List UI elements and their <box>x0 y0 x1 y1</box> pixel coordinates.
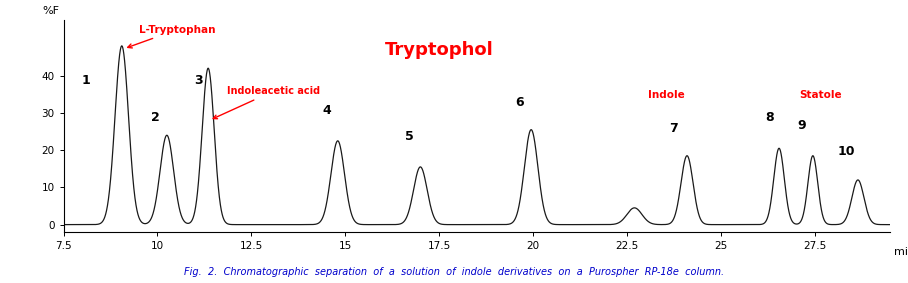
Text: %F: %F <box>43 6 59 16</box>
Text: 10: 10 <box>838 145 855 158</box>
Text: 7: 7 <box>669 122 678 135</box>
Text: min: min <box>894 247 908 257</box>
Text: Indoleacetic acid: Indoleacetic acid <box>213 86 320 119</box>
Text: Tryptophol: Tryptophol <box>385 41 494 59</box>
Text: 1: 1 <box>82 74 91 87</box>
Text: Indole: Indole <box>648 90 685 100</box>
Text: 8: 8 <box>765 111 774 124</box>
Text: 3: 3 <box>194 74 203 87</box>
Text: L-Tryptophan: L-Tryptophan <box>128 25 215 48</box>
Text: 4: 4 <box>322 104 331 117</box>
Text: Fig.  2.  Chromatographic  separation  of  a  solution  of  indole  derivatives : Fig. 2. Chromatographic separation of a … <box>184 267 724 277</box>
Text: 6: 6 <box>516 96 524 109</box>
Text: 2: 2 <box>152 111 160 124</box>
Text: 5: 5 <box>405 130 413 143</box>
Text: 9: 9 <box>797 119 806 132</box>
Text: Statole: Statole <box>799 90 842 100</box>
